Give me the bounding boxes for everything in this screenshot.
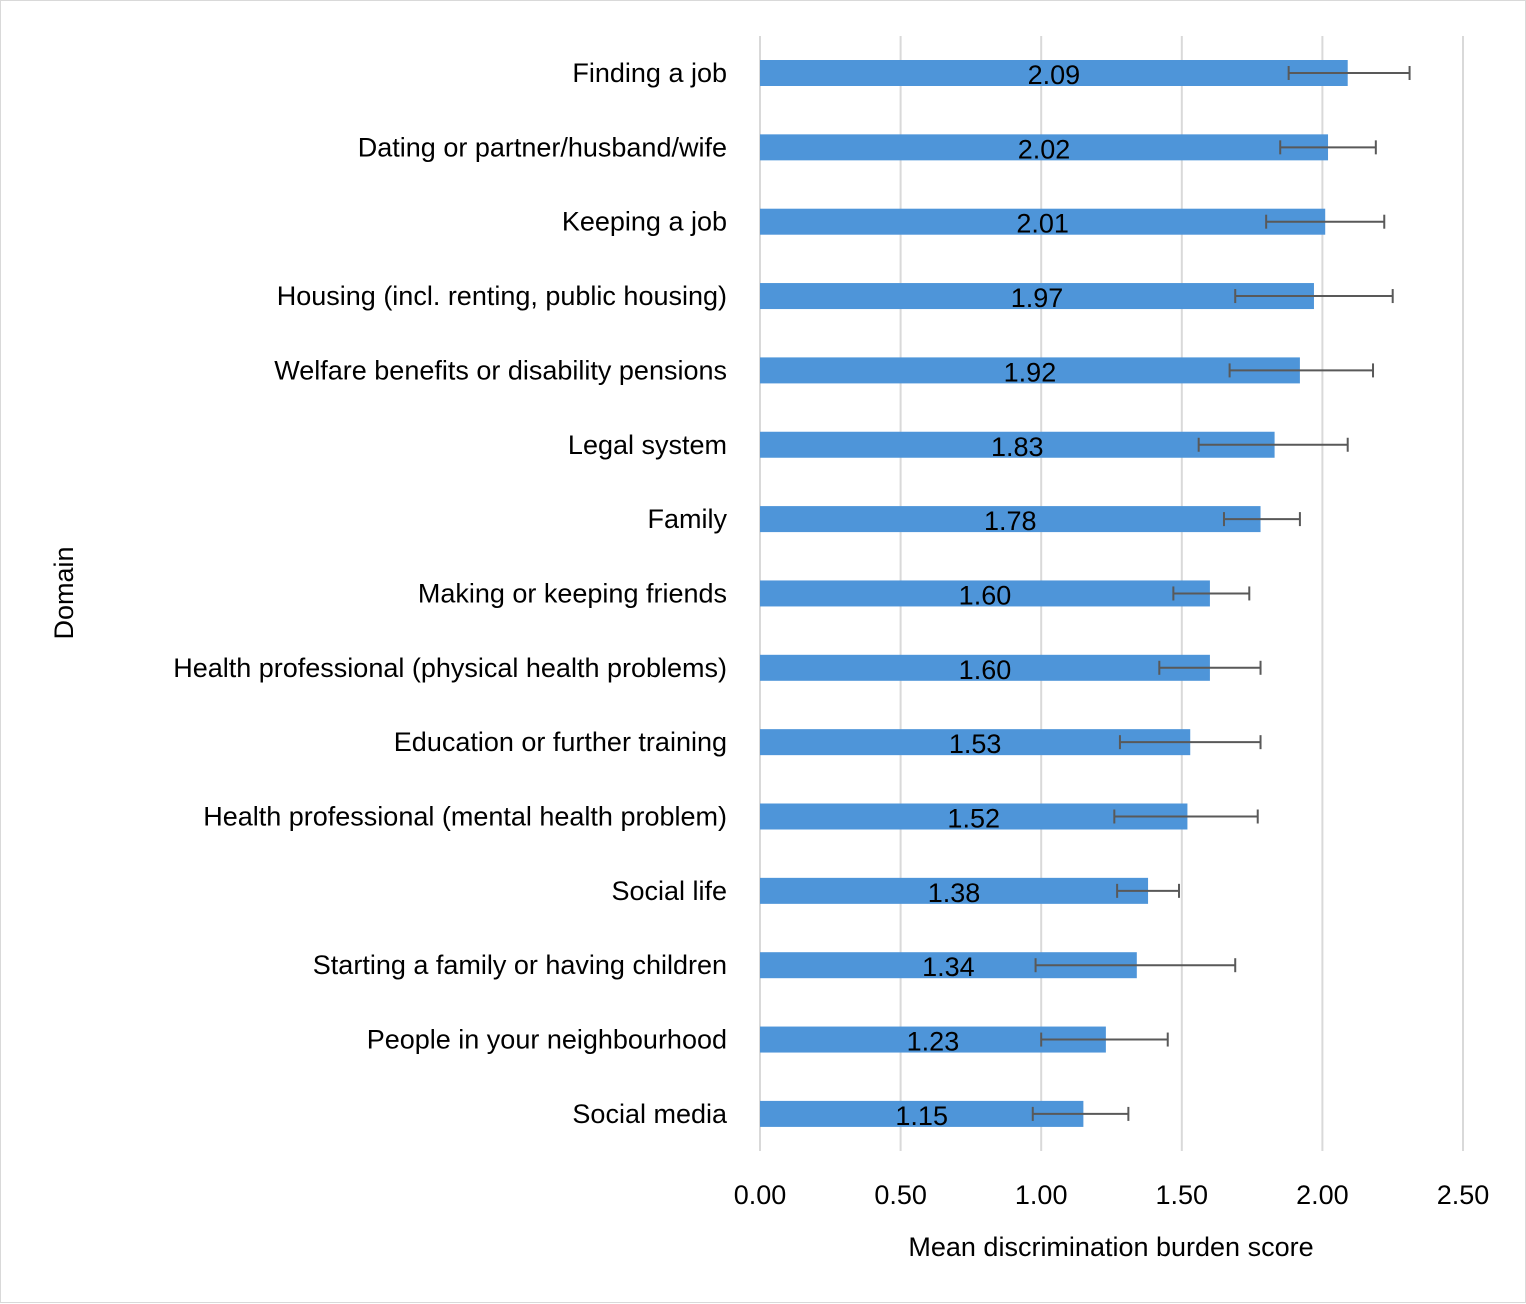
bar xyxy=(760,208,1326,235)
bar xyxy=(760,60,1348,86)
bar xyxy=(760,1100,1084,1127)
data-label: 1.83 xyxy=(991,432,1044,462)
bars xyxy=(760,60,1348,1127)
bar xyxy=(760,729,1191,756)
category-label: People in your neighbourhood xyxy=(367,1025,727,1055)
category-label: Social media xyxy=(572,1099,728,1129)
data-label: 1.60 xyxy=(959,655,1012,685)
x-tick-label: 0.00 xyxy=(734,1180,787,1210)
category-label: Health professional (mental health probl… xyxy=(203,802,727,832)
data-label: 1.38 xyxy=(928,878,981,908)
x-tick-label: 2.50 xyxy=(1437,1180,1490,1210)
bar xyxy=(760,134,1329,161)
category-label: Family xyxy=(648,504,728,534)
category-label: Social life xyxy=(611,876,727,906)
category-label: Making or keeping friends xyxy=(418,578,727,608)
bar xyxy=(760,877,1149,904)
category-label: Education or further training xyxy=(394,727,727,757)
data-label: 2.01 xyxy=(1016,209,1069,239)
data-label: 1.97 xyxy=(1011,283,1064,313)
bar xyxy=(760,580,1210,607)
x-axis-title: Mean discrimination burden score xyxy=(908,1232,1313,1262)
data-label: 1.53 xyxy=(949,729,1002,759)
bar xyxy=(760,654,1210,681)
x-tick-label: 1.50 xyxy=(1156,1180,1209,1210)
category-label: Legal system xyxy=(568,430,727,460)
x-tick-label: 2.00 xyxy=(1296,1180,1349,1210)
category-label: Health professional (physical health pro… xyxy=(173,653,727,683)
x-tick-label: 1.00 xyxy=(1015,1180,1068,1210)
error-bars xyxy=(1031,66,1411,1121)
labels: 0.00 0.50 1.00 1.50 2.00 2.50 Finding a job 2.0… xyxy=(173,58,1489,1210)
bar xyxy=(760,506,1261,533)
data-label: 2.02 xyxy=(1018,134,1071,164)
bar xyxy=(760,357,1300,384)
data-label: 1.15 xyxy=(895,1101,948,1131)
x-tick-label: 0.50 xyxy=(874,1180,927,1210)
data-label: 1.34 xyxy=(922,952,975,982)
category-label: Welfare benefits or disability pensions xyxy=(274,355,727,385)
bar xyxy=(760,431,1275,458)
data-label: 1.52 xyxy=(947,804,1000,834)
bar xyxy=(760,283,1314,310)
category-label: Keeping a job xyxy=(562,207,727,237)
category-label: Starting a family or having children xyxy=(313,950,727,980)
data-label: 1.92 xyxy=(1004,357,1057,387)
data-label: 1.60 xyxy=(959,580,1012,610)
category-label: Dating or partner/husband/wife xyxy=(358,132,727,162)
data-label: 1.23 xyxy=(907,1027,960,1057)
data-label: 1.78 xyxy=(984,506,1037,536)
category-label: Housing (incl. renting, public housing) xyxy=(277,281,727,311)
category-label: Finding a job xyxy=(572,58,727,88)
data-label: 2.09 xyxy=(1028,60,1081,90)
y-axis-title: Domain xyxy=(49,546,79,639)
